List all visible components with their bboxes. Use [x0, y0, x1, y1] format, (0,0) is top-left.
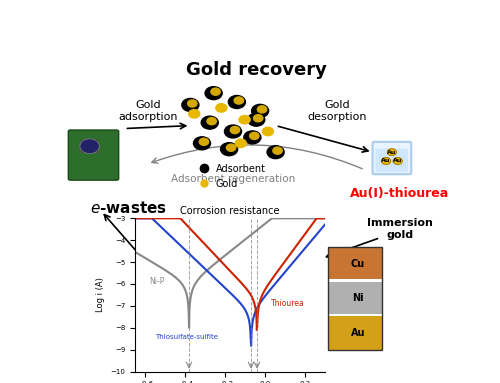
- Ni-P: [235, 243, 241, 247]
- Circle shape: [267, 146, 284, 159]
- Y-axis label: Log i (A): Log i (A): [96, 277, 105, 313]
- Text: Ni-P: Ni-P: [149, 277, 164, 286]
- Circle shape: [211, 88, 220, 95]
- Circle shape: [201, 116, 218, 129]
- Circle shape: [258, 106, 267, 113]
- Thiourea: [245, 289, 251, 293]
- Thiosulfate-sulfite: [132, 216, 138, 221]
- Text: Thiosulfate-sulfite: Thiosulfate-sulfite: [155, 334, 218, 340]
- Circle shape: [194, 137, 210, 150]
- Ni-P: [288, 216, 294, 221]
- Thiosulfate-sulfite: [322, 222, 328, 227]
- Title: Corrosion resistance: Corrosion resistance: [180, 206, 280, 216]
- Ni-P: [322, 216, 328, 221]
- Text: Au: Au: [382, 159, 391, 164]
- Thiourea: [318, 216, 324, 221]
- Circle shape: [205, 87, 222, 100]
- Line: Thiosulfate-sulfite: Thiosulfate-sulfite: [135, 218, 325, 346]
- Circle shape: [207, 118, 216, 125]
- Text: Thiourea: Thiourea: [271, 299, 305, 308]
- Circle shape: [262, 127, 274, 136]
- Circle shape: [228, 95, 246, 108]
- Text: Cu: Cu: [351, 259, 365, 269]
- Circle shape: [226, 144, 236, 151]
- Thiosulfate-sulfite: [288, 262, 294, 267]
- FancyBboxPatch shape: [328, 247, 382, 279]
- Text: Au: Au: [387, 150, 396, 155]
- Thiourea: [254, 327, 260, 332]
- FancyBboxPatch shape: [372, 142, 411, 174]
- Thiourea: [288, 250, 294, 255]
- Thiosulfate-sulfite: [222, 286, 228, 290]
- Text: Au: Au: [393, 159, 402, 164]
- FancyBboxPatch shape: [68, 130, 118, 180]
- Circle shape: [220, 143, 238, 155]
- Ni-P: [224, 252, 230, 256]
- Ni-P: [186, 326, 192, 330]
- Text: Adsorbent regeneration: Adsorbent regeneration: [171, 173, 295, 184]
- Circle shape: [387, 149, 396, 155]
- Circle shape: [216, 104, 227, 112]
- FancyBboxPatch shape: [81, 140, 98, 153]
- FancyBboxPatch shape: [328, 282, 382, 314]
- Thiourea: [224, 265, 230, 269]
- Ni-P: [246, 234, 252, 239]
- Ni-P: [222, 253, 228, 257]
- Text: Gold
desorption: Gold desorption: [308, 100, 368, 122]
- Circle shape: [244, 131, 261, 144]
- Circle shape: [252, 104, 268, 117]
- FancyBboxPatch shape: [376, 149, 408, 172]
- FancyBboxPatch shape: [328, 316, 382, 350]
- Ni-P: [318, 216, 324, 221]
- Text: Gold
adsorption: Gold adsorption: [118, 100, 178, 122]
- Circle shape: [188, 100, 197, 107]
- Ni-P: [269, 216, 275, 221]
- Thiourea: [322, 216, 328, 221]
- Circle shape: [248, 113, 265, 126]
- Thiosulfate-sulfite: [224, 287, 230, 291]
- Text: Gold recovery: Gold recovery: [186, 61, 326, 79]
- Text: Au: Au: [351, 328, 365, 338]
- Ni-P: [132, 250, 138, 254]
- Line: Thiourea: Thiourea: [135, 218, 325, 330]
- Thiosulfate-sulfite: [248, 344, 254, 348]
- Circle shape: [234, 97, 243, 104]
- Thiourea: [235, 277, 241, 282]
- Circle shape: [254, 115, 263, 122]
- Circle shape: [382, 157, 390, 165]
- Thiourea: [222, 264, 228, 268]
- Circle shape: [199, 138, 208, 146]
- Circle shape: [230, 126, 239, 134]
- Text: $\it{e}$-wastes: $\it{e}$-wastes: [90, 200, 166, 216]
- Circle shape: [235, 139, 246, 147]
- Circle shape: [273, 147, 282, 154]
- Circle shape: [239, 115, 250, 124]
- Circle shape: [250, 133, 259, 139]
- Circle shape: [182, 98, 199, 111]
- Circle shape: [393, 157, 402, 165]
- Text: Gold coatings: Gold coatings: [192, 317, 320, 335]
- Circle shape: [224, 125, 242, 138]
- Thiosulfate-sulfite: [235, 298, 241, 303]
- Text: Au(I)-thiourea: Au(I)-thiourea: [350, 187, 449, 200]
- Text: Immersion
gold: Immersion gold: [366, 218, 432, 240]
- Circle shape: [188, 110, 200, 118]
- Thiosulfate-sulfite: [318, 227, 324, 232]
- Text: Ni: Ni: [352, 293, 364, 303]
- Legend: Adsorbent, Gold: Adsorbent, Gold: [196, 160, 270, 193]
- Circle shape: [80, 139, 100, 154]
- Thiosulfate-sulfite: [245, 314, 251, 319]
- Line: Ni-P: Ni-P: [135, 218, 325, 328]
- Thiourea: [132, 216, 138, 221]
